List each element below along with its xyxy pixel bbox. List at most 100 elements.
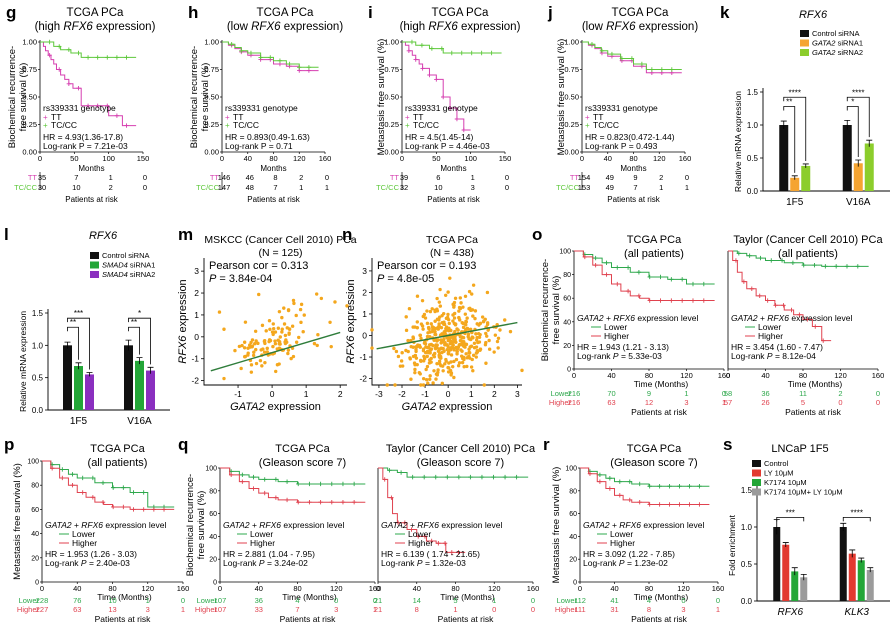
scatter-point <box>445 336 449 340</box>
risk-count: 1 <box>181 605 185 614</box>
sig-bracket <box>846 96 870 138</box>
risk-count: 1 <box>716 605 720 614</box>
scatter-point <box>297 335 301 340</box>
censor-mark <box>765 298 770 303</box>
x-axis-label: Time (Months) <box>440 592 495 602</box>
scatter-point <box>461 325 466 330</box>
hazard-ratio: HR = 6.139 ( 1.74 - 21.65) <box>381 549 480 559</box>
scatter-point <box>470 335 474 339</box>
x-tick-label: 160 <box>679 154 692 163</box>
panel-letter-q: q <box>178 435 188 454</box>
scatter-point <box>294 313 298 318</box>
scatter-point <box>457 309 461 313</box>
risk-count: 7 <box>633 183 637 192</box>
scatter-point <box>433 332 437 337</box>
scatter-point <box>409 377 413 381</box>
scatter-point <box>478 347 483 351</box>
hazard-ratio: HR = 0.823(0.472-1.44) <box>585 132 675 142</box>
censor-mark <box>49 466 55 471</box>
censor-mark <box>240 472 245 478</box>
scatter-point <box>262 350 267 354</box>
censor-mark <box>422 534 428 539</box>
y-axis-label: free survival (%) <box>196 491 207 560</box>
scatter-point <box>413 367 417 372</box>
error-bar <box>86 372 93 377</box>
bar-klk3-3 <box>866 569 874 601</box>
censor-mark <box>340 481 346 487</box>
scatter-point <box>467 351 472 355</box>
scatter-point <box>286 348 291 352</box>
scatter-point <box>249 370 254 374</box>
risk-count: 13 <box>108 605 116 614</box>
bar-klk3-0 <box>839 527 847 601</box>
error-bar <box>147 366 154 374</box>
censor-mark <box>647 502 652 507</box>
censor-mark <box>60 475 65 481</box>
scatter-point <box>446 351 450 356</box>
scatter-point <box>280 330 284 334</box>
risk-count: 2 <box>299 173 303 182</box>
scatter-point <box>464 352 468 356</box>
scatter-point <box>271 332 275 337</box>
chart-subtitle: (high RFX6 expression) <box>400 21 521 33</box>
legend-entry: Higher <box>250 538 275 548</box>
scatter-point <box>520 368 524 373</box>
risk-count: 0 <box>373 596 377 605</box>
scatter-point <box>496 336 501 340</box>
x-tick-label: 80 <box>645 371 653 380</box>
scatter-point <box>254 361 259 366</box>
scatter-point <box>438 351 442 355</box>
sig-bracket <box>67 317 90 370</box>
censor-mark <box>649 67 655 72</box>
y-tick-label: 80 <box>563 272 571 279</box>
scatter-point <box>414 356 419 360</box>
risk-count: 1 <box>373 605 377 614</box>
x-tick-label: 50 <box>432 154 440 163</box>
scatter-point <box>461 355 466 360</box>
legend-swatch <box>90 252 99 259</box>
y-tick-label: 1 <box>362 309 367 319</box>
risk-count: 0 <box>685 173 689 182</box>
risk-label: TT <box>570 173 580 182</box>
pearson-p: P = 4.8e-05 <box>377 273 434 285</box>
risk-count: 154 <box>578 173 591 182</box>
y-tick-label: 1.00 <box>384 38 399 47</box>
error-bar <box>844 119 851 130</box>
chart-subtitle: (low RFX6 expression) <box>227 21 343 33</box>
chart-subtitle: (Gleason score 7) <box>610 457 697 469</box>
censor-mark <box>769 258 774 263</box>
error-bar <box>855 159 862 167</box>
y-tick-label: 80 <box>209 488 217 495</box>
scatter-point <box>409 344 413 349</box>
legend-entry: TT <box>233 112 243 122</box>
risk-count: 0 <box>492 605 496 614</box>
risk-label: Lower <box>19 596 40 605</box>
censor-mark <box>701 281 707 287</box>
censor-mark <box>434 77 439 82</box>
legend-swatch <box>752 469 761 477</box>
bar-rfx6-3 <box>800 577 808 601</box>
risk-count: 8 <box>647 605 651 614</box>
legend-swatch <box>800 30 809 37</box>
scatter-point <box>433 329 437 334</box>
scatter-point <box>447 326 451 331</box>
risk-count: 2 <box>659 173 663 182</box>
scatter-point <box>431 381 435 385</box>
scatter-point <box>459 348 463 352</box>
y-tick-label: 3 <box>362 266 367 276</box>
censor-mark <box>351 481 357 487</box>
censor-mark <box>697 484 702 489</box>
scatter-point <box>473 309 478 313</box>
sig-stars: **** <box>789 88 801 97</box>
legend-entry: Lower <box>250 529 273 539</box>
y-axis-label: Biochemical recurrence- <box>185 474 196 576</box>
chart-subtitle: (all patients) <box>624 248 684 260</box>
scatter-point <box>459 342 463 347</box>
scatter-point <box>428 377 432 381</box>
subpanel-1: Taylor (Cancer Cell 2010) PCa (all patien… <box>724 234 884 417</box>
censor-mark <box>389 495 394 500</box>
risk-count: 3 <box>471 183 475 192</box>
x-tick-label: 80 <box>293 584 301 593</box>
scatter-point <box>437 300 442 304</box>
